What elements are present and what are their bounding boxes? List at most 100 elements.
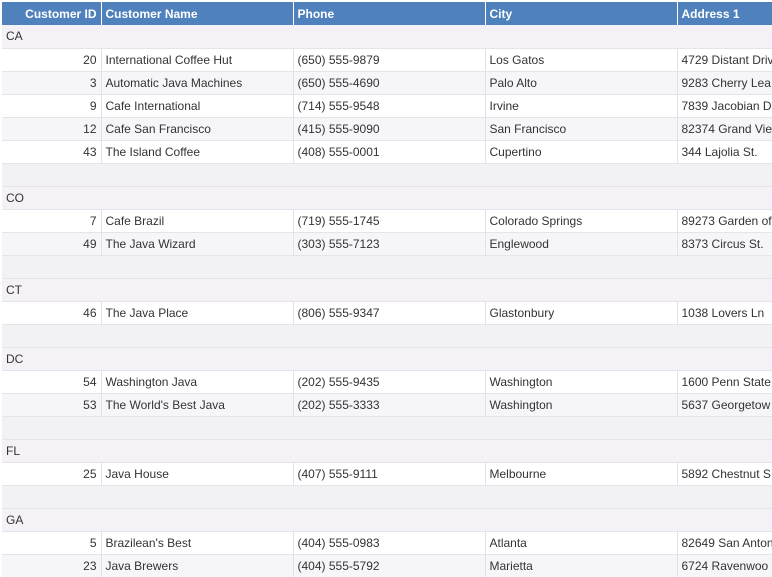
cell: 7839 Jacobian D bbox=[677, 94, 772, 118]
cell: 344 Lajolia St. bbox=[677, 140, 772, 164]
data-row[interactable]: 53 The World's Best Java (202) 555-3333 Was… bbox=[2, 393, 772, 417]
cell: 9283 Cherry Lea bbox=[677, 71, 772, 95]
group-row: FL bbox=[2, 439, 772, 463]
group-footer bbox=[2, 416, 772, 440]
cell: 82649 San Anton bbox=[677, 531, 772, 555]
cell: 8373 Circus St. bbox=[677, 232, 772, 256]
group-row: GA bbox=[2, 508, 772, 532]
cell: 4729 Distant Driv bbox=[677, 48, 772, 72]
cell: Cafe San Francisco bbox=[101, 117, 294, 141]
cell: (650) 555-9879 bbox=[293, 48, 486, 72]
group-footer bbox=[2, 163, 772, 187]
data-row[interactable]: 20 International Coffee Hut (650) 555-9879… bbox=[2, 48, 772, 72]
cell: Los Gatos bbox=[485, 48, 678, 72]
cell: The World's Best Java bbox=[101, 393, 294, 417]
group-footer bbox=[2, 255, 772, 279]
cell: 89273 Garden of bbox=[677, 209, 772, 233]
group-label: FL bbox=[2, 439, 772, 463]
cell: Melbourne bbox=[485, 462, 678, 486]
group-row: CO bbox=[2, 186, 772, 210]
cell: The Island Coffee bbox=[101, 140, 294, 164]
cell: (650) 555-4690 bbox=[293, 71, 486, 95]
cell: (719) 555-1745 bbox=[293, 209, 486, 233]
group-label: GA bbox=[2, 508, 772, 532]
data-row[interactable]: 54 Washington Java (202) 555-9435 Washingto… bbox=[2, 370, 772, 394]
spacer bbox=[2, 485, 772, 509]
column-header: City bbox=[485, 2, 678, 25]
cell: 3 bbox=[2, 71, 102, 95]
header-row: Customer ID Customer Name Phone City Address… bbox=[2, 2, 772, 25]
cell: 20 bbox=[2, 48, 102, 72]
cell: 23 bbox=[2, 554, 102, 577]
cell: 5892 Chestnut S bbox=[677, 462, 772, 486]
data-row[interactable]: 43 The Island Coffee (408) 555-0001 Cuperti… bbox=[2, 140, 772, 164]
data-row[interactable]: 3 Automatic Java Machines (650) 555-4690 Pa… bbox=[2, 71, 772, 95]
cell: 54 bbox=[2, 370, 102, 394]
group-label: CO bbox=[2, 186, 772, 210]
data-row[interactable]: 23 Java Brewers (404) 555-5792 Marietta 6724… bbox=[2, 554, 772, 577]
cell: San Francisco bbox=[485, 117, 678, 141]
cell: Brazilean's Best bbox=[101, 531, 294, 555]
cell: Palo Alto bbox=[485, 71, 678, 95]
group-row: CT bbox=[2, 278, 772, 302]
cell: (202) 555-9435 bbox=[293, 370, 486, 394]
cell: The Java Wizard bbox=[101, 232, 294, 256]
group-row: DC bbox=[2, 347, 772, 371]
cell: 53 bbox=[2, 393, 102, 417]
cell: The Java Place bbox=[101, 301, 294, 325]
data-row[interactable]: 7 Cafe Brazil (719) 555-1745 Colorado Sprin… bbox=[2, 209, 772, 233]
group-label: CA bbox=[2, 25, 772, 49]
cell: 9 bbox=[2, 94, 102, 118]
cell: 1038 Lovers Ln bbox=[677, 301, 772, 325]
cell: (202) 555-3333 bbox=[293, 393, 486, 417]
cell: 82374 Grand Vie bbox=[677, 117, 772, 141]
column-header: Customer Name bbox=[101, 2, 294, 25]
group-footer bbox=[2, 324, 772, 348]
cell: Washington bbox=[485, 393, 678, 417]
cell: (806) 555-9347 bbox=[293, 301, 486, 325]
cell: Washington Java bbox=[101, 370, 294, 394]
cell: Washington bbox=[485, 370, 678, 394]
spacer bbox=[2, 324, 772, 348]
cell: (404) 555-5792 bbox=[293, 554, 486, 577]
group-row: CA bbox=[2, 25, 772, 49]
cell: (408) 555-0001 bbox=[293, 140, 486, 164]
cell: 46 bbox=[2, 301, 102, 325]
cell: (407) 555-9111 bbox=[293, 462, 486, 486]
cell: 5637 Georgetow bbox=[677, 393, 772, 417]
cell: 6724 Ravenwoo bbox=[677, 554, 772, 577]
data-row[interactable]: 12 Cafe San Francisco (415) 555-9090 San Fr… bbox=[2, 117, 772, 141]
spacer bbox=[2, 416, 772, 440]
cell: International Coffee Hut bbox=[101, 48, 294, 72]
cell: (714) 555-9548 bbox=[293, 94, 486, 118]
table-body: CA 20 International Coffee Hut (650) 555-98… bbox=[2, 25, 772, 577]
cell: Marietta bbox=[485, 554, 678, 577]
cell: Irvine bbox=[485, 94, 678, 118]
data-row[interactable]: 25 Java House (407) 555-9111 Melbourne 5892 … bbox=[2, 462, 772, 486]
cell: (303) 555-7123 bbox=[293, 232, 486, 256]
cell: Java Brewers bbox=[101, 554, 294, 577]
cell: 12 bbox=[2, 117, 102, 141]
data-row[interactable]: 49 The Java Wizard (303) 555-7123 Englewood… bbox=[2, 232, 772, 256]
data-row[interactable]: 5 Brazilean's Best (404) 555-0983 Atlanta 82… bbox=[2, 531, 772, 555]
cell: (415) 555-9090 bbox=[293, 117, 486, 141]
column-header: Customer ID bbox=[2, 2, 102, 25]
cell: Cafe Brazil bbox=[101, 209, 294, 233]
cell: 1600 Penn State bbox=[677, 370, 772, 394]
cell: 7 bbox=[2, 209, 102, 233]
cell: 25 bbox=[2, 462, 102, 486]
cell: Colorado Springs bbox=[485, 209, 678, 233]
group-label: DC bbox=[2, 347, 772, 371]
cell: Englewood bbox=[485, 232, 678, 256]
data-row[interactable]: 9 Cafe International (714) 555-9548 Irvine 7… bbox=[2, 94, 772, 118]
spacer bbox=[2, 255, 772, 279]
group-label: CT bbox=[2, 278, 772, 302]
cell: (404) 555-0983 bbox=[293, 531, 486, 555]
cell: Glastonbury bbox=[485, 301, 678, 325]
cell: Atlanta bbox=[485, 531, 678, 555]
data-row[interactable]: 46 The Java Place (806) 555-9347 Glastonbur… bbox=[2, 301, 772, 325]
cell: 49 bbox=[2, 232, 102, 256]
